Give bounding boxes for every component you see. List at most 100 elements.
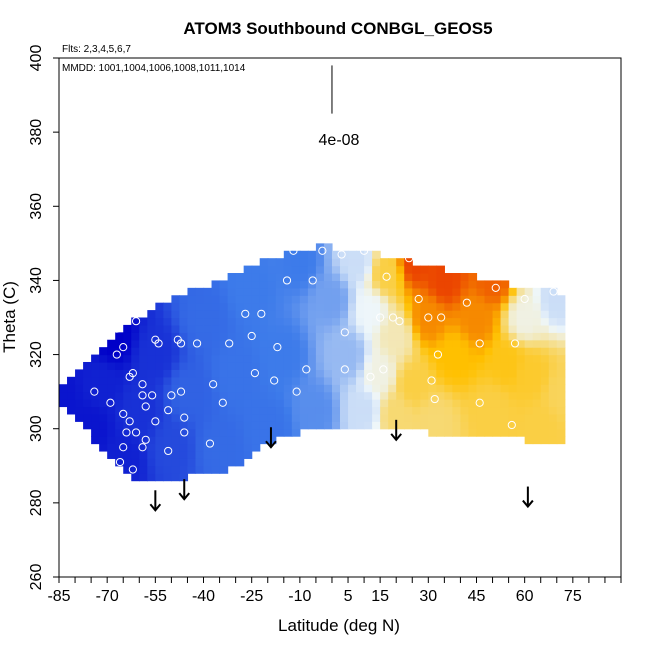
heatmap-cell [524, 287, 534, 296]
heatmap-cell [91, 428, 100, 437]
heatmap-cell [372, 399, 381, 408]
heatmap-cell [331, 280, 341, 289]
heatmap-cell [299, 258, 309, 267]
heatmap-cell [115, 347, 124, 356]
heatmap-cell [299, 302, 309, 311]
heatmap-cell [556, 428, 566, 437]
heatmap-cell [556, 295, 566, 304]
heatmap-cell [532, 391, 542, 400]
heatmap-cell [131, 354, 140, 363]
heatmap-cell [331, 302, 341, 311]
heatmap-cell [91, 369, 100, 378]
heatmap-cell [484, 413, 494, 422]
heatmap-cell [179, 399, 189, 408]
heatmap-cell [340, 287, 349, 296]
sample-point [289, 246, 298, 255]
heatmap-cell [259, 302, 269, 311]
heatmap-cell [307, 339, 317, 348]
heatmap-cell [147, 369, 156, 378]
heatmap-cell [211, 406, 221, 415]
heatmap-cell [227, 376, 237, 385]
heatmap-cell [404, 413, 413, 422]
heatmap-cell [211, 421, 221, 430]
heatmap-cell [163, 354, 172, 363]
heatmap-cell [556, 391, 566, 400]
heatmap-cell [372, 287, 381, 296]
heatmap-cell [428, 354, 437, 363]
heatmap-cell [484, 332, 494, 341]
sample-point [379, 365, 388, 374]
heatmap-cell [203, 369, 213, 378]
heatmap-cell [203, 287, 213, 296]
heatmap-cell [548, 317, 558, 326]
heatmap-cell [428, 369, 437, 378]
heatmap-cell [171, 317, 181, 326]
heatmap-cell [348, 302, 357, 311]
heatmap-cell [139, 391, 148, 400]
heatmap-cell [147, 384, 156, 393]
heatmap-cell [203, 317, 213, 326]
heatmap-cell [460, 302, 470, 311]
heatmap-cell [163, 384, 172, 393]
heatmap-cell [99, 413, 108, 422]
heatmap-cell [139, 450, 148, 459]
sample-point [388, 313, 398, 322]
sample-point [337, 250, 346, 259]
heatmap-cell [484, 406, 494, 415]
heatmap-cell [163, 465, 172, 474]
heatmap-cell [356, 332, 365, 341]
heatmap-cell [516, 302, 526, 311]
heatmap-cell [315, 347, 325, 356]
x-tick-label: 60 [516, 588, 534, 605]
heatmap-cell [227, 443, 237, 452]
heatmap-cell [267, 287, 277, 296]
heatmap-cell [155, 406, 164, 415]
heatmap-cell [331, 376, 341, 385]
heatmap-cell [291, 295, 301, 304]
heatmap-cell [524, 406, 534, 415]
heatmap-cell [388, 265, 397, 274]
heatmap-cell [323, 295, 333, 304]
heatmap-cell [211, 413, 221, 422]
heatmap-cell [243, 361, 253, 370]
heatmap-cell [75, 369, 84, 378]
heatmap-cell [444, 369, 453, 378]
heatmap-cell [468, 361, 478, 370]
heatmap-cell [484, 324, 494, 333]
heatmap-cell [299, 295, 309, 304]
x-axis-label: Latitude (deg N) [278, 616, 400, 635]
heatmap-cell [307, 324, 317, 333]
heatmap-cell [516, 421, 526, 430]
heatmap-cell [524, 302, 534, 311]
heatmap-cell [171, 465, 181, 474]
heatmap-cell [388, 287, 397, 296]
heatmap-cell [171, 458, 181, 467]
heatmap-cell [227, 450, 237, 459]
heatmap-cell [307, 265, 317, 274]
heatmap-cell [508, 384, 518, 393]
heatmap-cell [380, 391, 389, 400]
heatmap-cell [396, 406, 405, 415]
heatmap-cell [444, 287, 453, 296]
heatmap-cell [323, 324, 333, 333]
heatmap-cell [299, 287, 309, 296]
y-tick-label: 380 [28, 119, 45, 146]
heatmap-cell [452, 324, 462, 333]
heatmap-cell [267, 399, 277, 408]
heatmap-cell [283, 339, 293, 348]
heatmap-cell [171, 376, 181, 385]
heatmap-cell [476, 354, 486, 363]
y-tick-label: 340 [28, 267, 45, 294]
heatmap-cell [219, 317, 229, 326]
heatmap-cell [428, 310, 437, 319]
heatmap-cell [259, 317, 269, 326]
heatmap-cell [380, 324, 389, 333]
heatmap-cell [315, 391, 325, 400]
heatmap-cell [452, 280, 462, 289]
heatmap-cell [83, 384, 92, 393]
heatmap-cell [235, 339, 245, 348]
heatmap-cell [460, 332, 470, 341]
heatmap-cell [524, 384, 534, 393]
heatmap-cell [444, 384, 453, 393]
heatmap-cell [195, 406, 205, 415]
